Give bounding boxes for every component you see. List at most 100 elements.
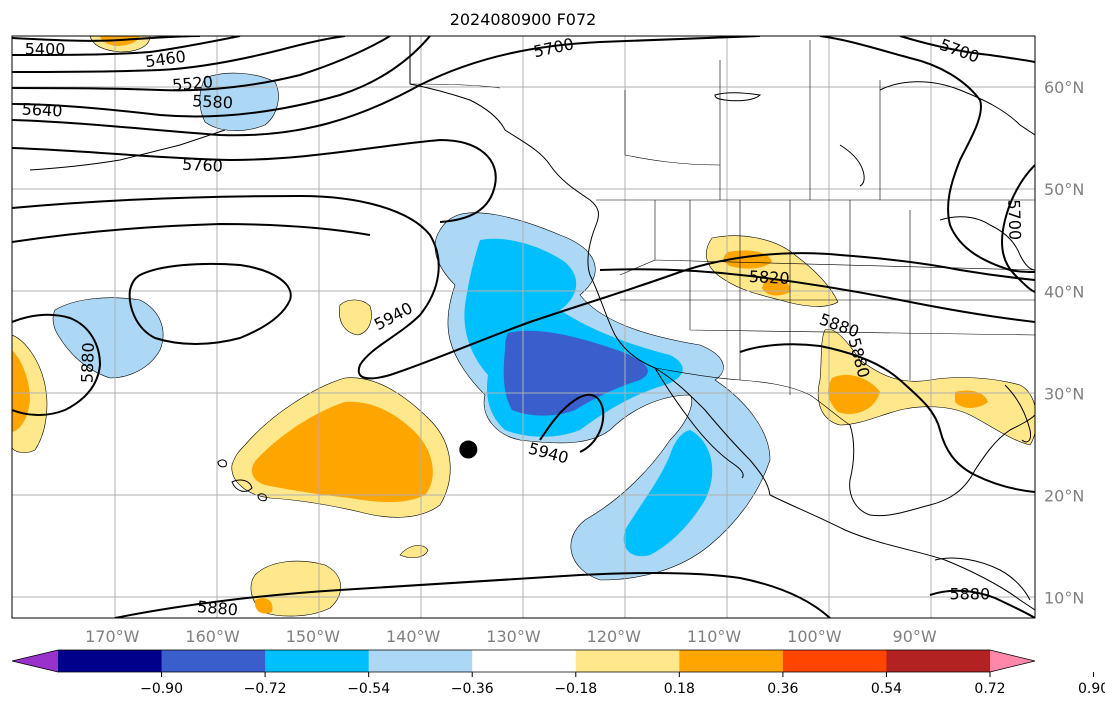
contour-label-text: 5400 <box>25 39 66 58</box>
colorbar-tick-label: −0.54 <box>347 681 390 697</box>
shade-orange-gulf <box>828 374 988 414</box>
coast-baja <box>654 367 744 479</box>
contour-5820 <box>12 194 1035 380</box>
map-title: 2024080900 F072 <box>450 10 597 29</box>
coast-great-lakes <box>939 216 1035 271</box>
contour-label-text: 5640 <box>21 99 63 120</box>
contour-label: 5880 <box>949 584 990 603</box>
latitude-tick-label: 10°N <box>1044 589 1084 608</box>
coast-hawaii-3 <box>257 493 267 502</box>
contour-5940-pacific <box>128 262 292 345</box>
contour-label: 5880 <box>78 342 98 383</box>
colorbar-tick-label: 0.72 <box>974 681 1005 697</box>
contour-label: 5640 <box>21 99 63 120</box>
contour-5880-southeast <box>739 343 1035 493</box>
colorbar: −0.90 −0.72 −0.54 −0.36 −0.18 0.18 0.36 0.54 0.7… <box>11 649 1105 697</box>
contour-label-text: 5760 <box>182 155 224 176</box>
shade-orange-south-pacific <box>254 598 273 614</box>
coast-cuba <box>934 557 1031 601</box>
colorbar-segment <box>58 650 163 672</box>
colorbar-segment <box>782 650 887 672</box>
colorbar-segment <box>368 650 473 672</box>
contour-5640 <box>12 36 431 118</box>
latitude-tick-label: 30°N <box>1044 384 1084 403</box>
coast-canada-lake <box>839 144 865 187</box>
contour-5880-south <box>599 268 1035 323</box>
colorbar-segment <box>575 650 680 672</box>
contour-5880-west <box>12 313 102 416</box>
contour-5400 <box>12 36 201 42</box>
colorbar-segment <box>161 650 266 672</box>
contour-5880-top <box>12 222 371 243</box>
contour-5760 <box>12 138 497 223</box>
map-frame <box>11 35 1036 619</box>
border-us-mexico <box>654 367 851 426</box>
colorbar-segment <box>886 650 991 672</box>
coast-aleutian-2 <box>179 129 226 146</box>
anomaly-region-small-island <box>339 299 372 336</box>
contour-5700-right <box>1001 164 1035 293</box>
border-us-states <box>619 200 1035 395</box>
coast-gulf <box>849 414 1035 517</box>
contour-label: 5760 <box>182 155 224 176</box>
colorbar-extend-high <box>990 650 1035 672</box>
contour-label-text: 5880 <box>949 584 990 603</box>
colorbar-segment <box>265 650 370 672</box>
contour-label: 5580 <box>192 91 234 112</box>
coast-alaska <box>409 36 599 226</box>
location-marker <box>459 440 478 459</box>
colorbar-tick-label: −0.72 <box>244 681 287 697</box>
anomaly-region-gulf <box>817 328 1035 446</box>
coast-canada-islands <box>714 92 762 102</box>
contour-5880-bottom-right <box>929 589 1035 618</box>
latitude-tick-label: 60°N <box>1044 78 1084 97</box>
contour-label: 5880 <box>196 597 238 619</box>
longitude-tick-label: 160°W <box>185 627 240 646</box>
contour-label: 5520 <box>171 72 213 94</box>
latitude-tick-label: 20°N <box>1044 486 1084 505</box>
contour-label-text: 5820 <box>748 267 790 288</box>
shade-blue-core <box>503 330 648 416</box>
longitude-tick-label: 100°W <box>787 627 842 646</box>
longitude-tick-label: 170°W <box>85 627 140 646</box>
coast-aleutian-1 <box>29 144 181 171</box>
contour-5520 <box>12 36 346 73</box>
shade-orange-pacific <box>251 401 433 503</box>
positive-anomaly-shading <box>12 36 1035 617</box>
colorbar-tick-label: −0.90 <box>140 681 183 697</box>
colorbar-tick-label: 0.90 <box>1078 681 1105 697</box>
contour-label-text: 5700 <box>1004 199 1024 240</box>
shade-blue-mexico <box>623 430 713 557</box>
height-contours <box>12 36 1035 618</box>
contour-label-text: 5580 <box>192 91 234 112</box>
longitude-tick-label: 150°W <box>286 627 341 646</box>
contour-5460 <box>12 36 241 56</box>
latitude-tick-label: 50°N <box>1044 180 1084 199</box>
coast-hawaii-2 <box>231 479 253 492</box>
colorbar-extend-low <box>12 650 58 672</box>
border-canada-provinces <box>624 40 881 200</box>
colorbar-tick-label: −0.36 <box>451 681 494 697</box>
contour-label: 5700 <box>1004 199 1024 240</box>
coast-hudson <box>879 81 1035 136</box>
latitude-labels: 60°N 50°N 40°N 30°N 20°N 10°N <box>1044 78 1084 608</box>
contour-label-text: 5520 <box>171 72 213 94</box>
colorbar-tick-label: 0.54 <box>871 681 902 697</box>
contour-5580 <box>12 36 391 92</box>
contour-5700 <box>12 36 761 137</box>
moderate-negative-shading <box>464 238 713 557</box>
contour-5880-bottom <box>114 572 831 618</box>
contour-label-text: 5880 <box>78 342 98 383</box>
longitude-tick-label: 120°W <box>587 627 642 646</box>
longitude-tick-label: 90°W <box>893 627 937 646</box>
coast-hawaii-1 <box>217 459 227 468</box>
coast-mexico-west <box>769 494 1035 611</box>
gridlines <box>12 36 1035 618</box>
colorbar-outline <box>11 649 1036 673</box>
colorbar-tick-label: 0.36 <box>767 681 798 697</box>
colorbar-segment <box>472 650 577 672</box>
colorbar-tick-label: −0.18 <box>554 681 597 697</box>
contour-label-text: 5880 <box>196 597 238 619</box>
